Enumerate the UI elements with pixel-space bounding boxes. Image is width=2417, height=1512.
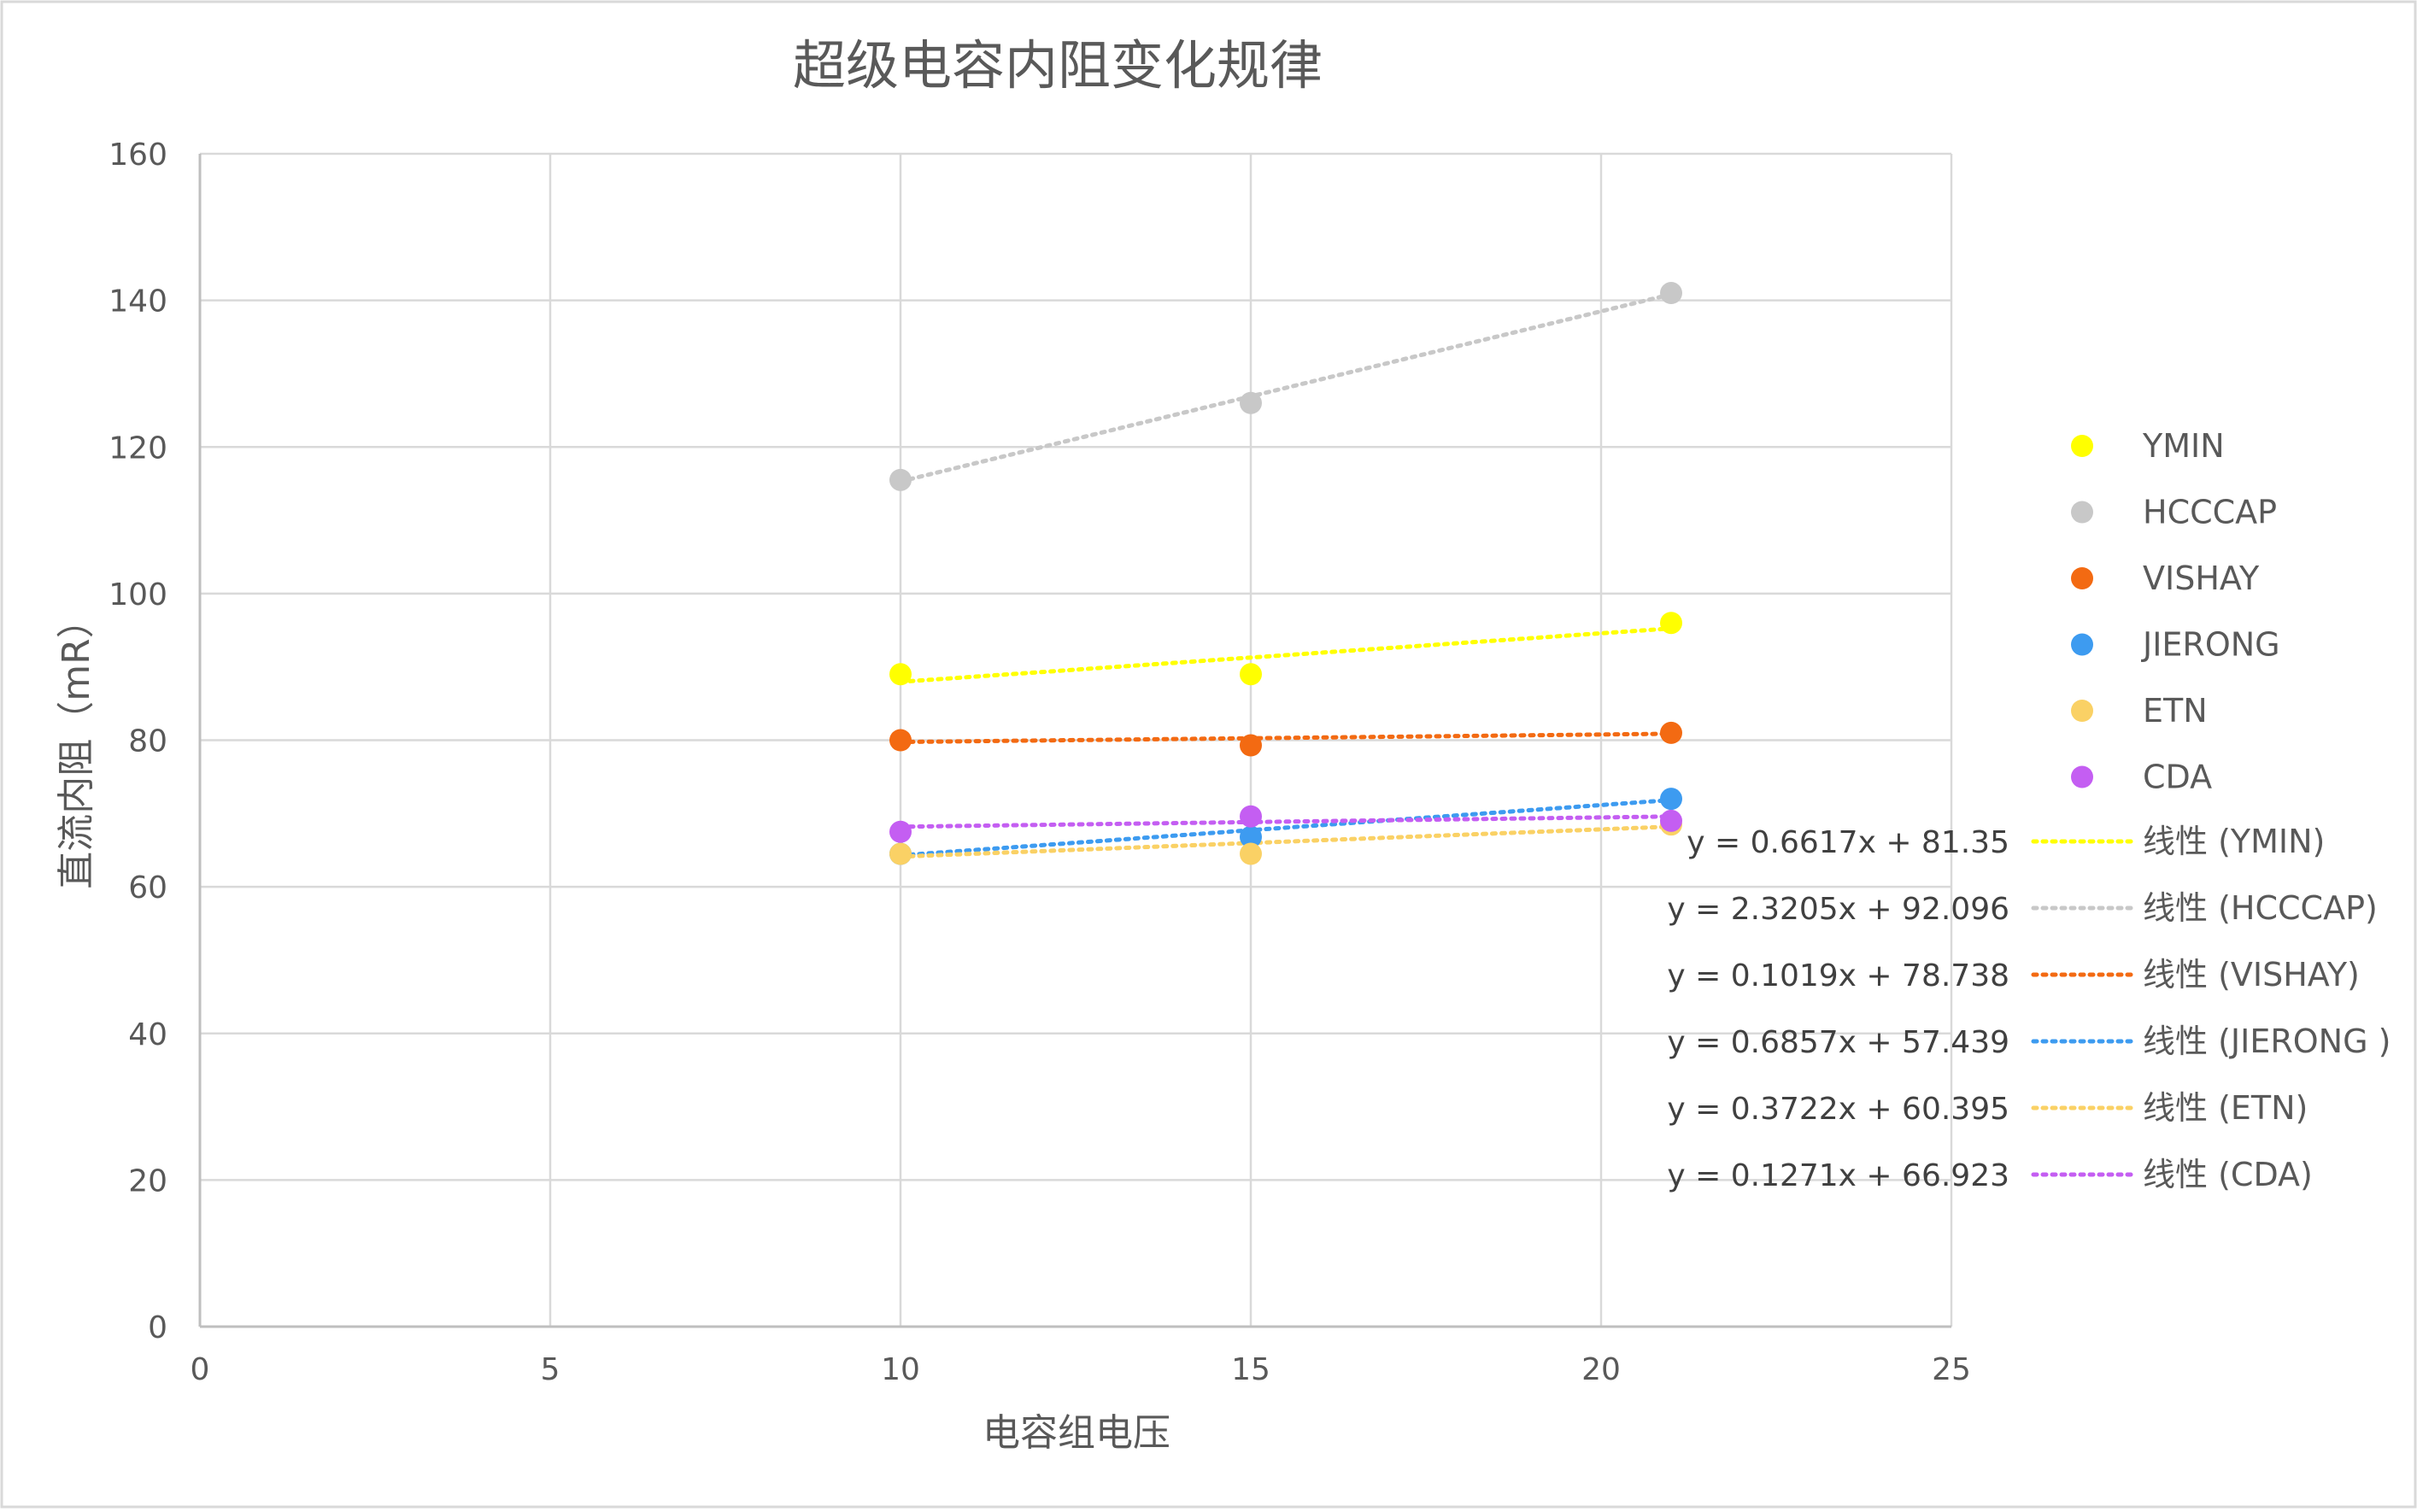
point-hcccap [889, 468, 912, 491]
trend-equation-cda: y = 0.1271x + 66.923 [1667, 1158, 2009, 1193]
point-hcccap [1660, 282, 1682, 305]
legend-marker-vishay [2071, 567, 2093, 589]
y-tick-label: 100 [109, 577, 167, 612]
grid [200, 152, 1953, 1327]
y-tick-label: 140 [109, 284, 167, 319]
y-tick-label: 0 [148, 1310, 167, 1345]
trend-equation-ymin: y = 0.6617x + 81.35 [1687, 825, 2009, 860]
trendline-ymin [898, 626, 1674, 684]
legend-trend-label-jierong: 线性 (JIERONG ) [2143, 1023, 2391, 1060]
x-tick-label: 5 [541, 1352, 560, 1387]
x-tick-label: 25 [1932, 1352, 1971, 1387]
legend-trend-label-hcccap: 线性 (HCCCAP) [2143, 889, 2378, 927]
legend-label-cda: CDA [2143, 759, 2212, 796]
legend-marker-cda [2071, 765, 2093, 788]
point-vishay [889, 729, 912, 752]
point-vishay [1660, 721, 1682, 744]
point-jierong [1660, 788, 1682, 811]
legend-marker-ymin [2071, 435, 2093, 457]
trend-equation-jierong: y = 0.6857x + 57.439 [1667, 1025, 2009, 1060]
trend-equation-vishay: y = 0.1019x + 78.738 [1667, 958, 2009, 993]
point-cda [1240, 805, 1262, 828]
legend-marker-hcccap [2071, 501, 2093, 524]
trendline-hcccap [898, 292, 1674, 484]
y-tick-label: 160 [109, 138, 167, 173]
y-tick-label: 40 [128, 1017, 167, 1052]
trendline-vishay [898, 731, 1674, 745]
legend-trend-label-cda: 线性 (CDA) [2143, 1156, 2313, 1193]
point-jierong [1240, 825, 1262, 848]
point-etn [1240, 842, 1262, 865]
legend-label-jierong: JIERONG [2141, 626, 2280, 664]
trend-equation-etn: y = 0.3722x + 60.395 [1667, 1092, 2009, 1127]
legend-label-etn: ETN [2143, 692, 2208, 730]
x-tick-label: 10 [881, 1352, 920, 1387]
chart-title: 超级电容内阻变化规律 [793, 34, 1323, 97]
point-etn [889, 842, 912, 865]
trendlines [898, 292, 1674, 859]
trendline-jierong [898, 798, 1674, 858]
point-ymin [889, 663, 912, 686]
x-axis-title: 电容组电压 [983, 1411, 1170, 1455]
axes [198, 154, 1951, 1328]
point-cda [1660, 809, 1682, 832]
point-cda [889, 820, 912, 843]
legend: YMIN HCCCAP VISHAY JIERONG ETN CDA y = 0.6617x… [1667, 427, 2391, 1193]
y-tick-label: 60 [128, 870, 167, 905]
y-axis-title: 直流内阻（mR） [55, 601, 98, 888]
legend-label-vishay: VISHAY [2143, 560, 2260, 597]
point-ymin [1660, 612, 1682, 635]
data-points [889, 282, 1682, 865]
legend-trend-label-etn: 线性 (ETN) [2143, 1089, 2308, 1127]
legend-marker-jierong [2071, 633, 2093, 656]
legend-trend-label-vishay: 线性 (VISHAY) [2143, 956, 2360, 993]
point-ymin [1240, 663, 1262, 686]
legend-label-hcccap: HCCCAP [2143, 494, 2277, 531]
x-tick-label: 20 [1581, 1352, 1621, 1387]
x-tick-label: 15 [1231, 1352, 1270, 1387]
legend-marker-etn [2071, 700, 2093, 722]
x-tick-label: 0 [191, 1352, 210, 1387]
legend-label-ymin: YMIN [2142, 427, 2225, 465]
legend-trend-label-ymin: 线性 (YMIN) [2143, 823, 2325, 860]
trendline-cda [898, 814, 1674, 829]
trendline-etn [898, 824, 1674, 859]
trend-equation-hcccap: y = 2.3205x + 92.096 [1667, 892, 2009, 927]
y-tick-label: 120 [109, 431, 167, 466]
point-vishay [1240, 734, 1262, 757]
tick-labels: 0 20 40 60 80 100 120 140 160 0 5 10 15 20 25 [109, 138, 1971, 1387]
y-tick-label: 20 [128, 1163, 167, 1198]
y-tick-label: 80 [128, 724, 167, 759]
point-hcccap [1240, 391, 1262, 414]
